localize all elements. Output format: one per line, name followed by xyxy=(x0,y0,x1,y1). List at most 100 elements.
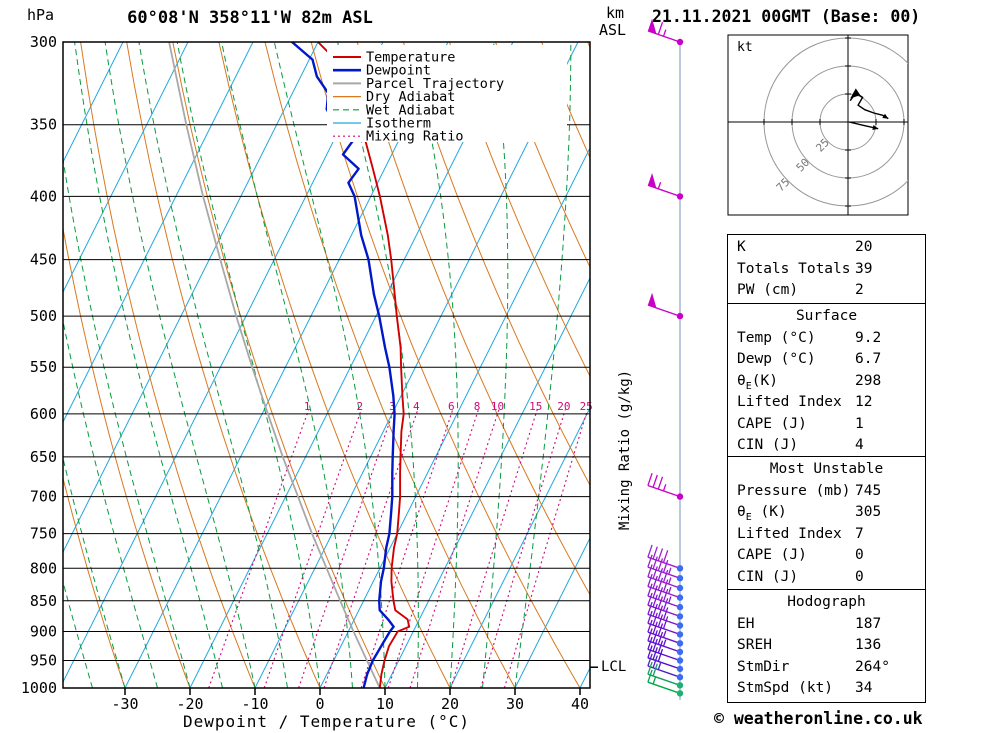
table-row-value: 745 xyxy=(855,482,882,499)
pressure-tick-label: 1000 xyxy=(21,679,57,697)
km-asl-label-asl: ASL xyxy=(599,21,627,39)
mixing-ratio-value-label: 15 xyxy=(529,400,542,413)
table-row-label: PW (cm) xyxy=(737,282,799,298)
wind-level-dot xyxy=(676,640,684,647)
table-row-value: 9.2 xyxy=(855,329,882,346)
station-title: 60°08'N 358°11'W 82m ASL xyxy=(127,8,373,28)
wind-barb xyxy=(647,661,681,686)
mixing-ratio-line xyxy=(409,409,500,688)
wind-level-dot xyxy=(676,657,684,664)
mixing-ratio-value-label: 4 xyxy=(413,400,420,413)
isotherm-line xyxy=(319,146,590,688)
mixing-ratio-value-label: 25 xyxy=(580,400,593,413)
table-row: CAPE (J) 1 xyxy=(728,414,925,436)
table-row-label: K xyxy=(737,239,746,255)
legend-item-label: Temperature xyxy=(366,50,455,66)
wind-barb xyxy=(647,601,681,627)
table-row: Lifted Index 12 xyxy=(728,392,925,414)
mixing-ratio-axis-label: Mixing Ratio (g/kg) xyxy=(617,369,633,531)
temp-tick-label: -10 xyxy=(241,695,268,713)
hodograph-storm-motion-arrow xyxy=(872,125,879,130)
table-row: EH 187 xyxy=(728,614,925,636)
wind-level-dot xyxy=(676,622,684,629)
mixing-ratio-value-label: 20 xyxy=(557,400,570,413)
isotherm-line xyxy=(63,42,384,684)
mixing-ratio-line xyxy=(323,409,419,688)
dry-adiabat-line xyxy=(63,476,126,688)
mixing-ratio-line xyxy=(263,409,362,688)
table-row-label: Lifted Index xyxy=(737,394,842,410)
pressure-tick-label: 900 xyxy=(30,623,57,641)
table-section-surface: Surface Temp (°C) 9.2 Dewp (°C) 6.7 θE(K) 298 L… xyxy=(727,303,926,458)
wind-barb xyxy=(647,628,681,653)
mixing-ratio-value-label: 3 xyxy=(389,400,396,413)
wind-barb xyxy=(647,564,681,589)
table-row-label: CIN (J) xyxy=(737,568,799,585)
pressure-tick-label: 750 xyxy=(30,525,57,543)
table-row-value: 264° xyxy=(855,658,890,675)
pressure-tick-label: 400 xyxy=(30,187,57,205)
wind-barb xyxy=(647,292,681,317)
wind-level-dot xyxy=(676,631,684,638)
temp-tick-label: -20 xyxy=(176,695,203,713)
mixing-ratio-value-label: 1 xyxy=(304,400,311,413)
isotherm-line xyxy=(63,42,189,294)
legend-item-label: Isotherm xyxy=(366,116,431,132)
mixing-ratio-value-label: 6 xyxy=(448,400,455,413)
table-section-header: Surface xyxy=(795,308,858,324)
wet-adiabat-line xyxy=(104,42,256,688)
pressure-tick-label: 800 xyxy=(30,559,57,577)
plot-border xyxy=(62,41,591,689)
wet-adiabat-line xyxy=(63,156,191,688)
pressure-tick-label: 550 xyxy=(30,358,57,376)
hodograph-unit-label: kt xyxy=(737,40,753,55)
hodograph-box xyxy=(727,34,909,216)
temp-tick-label: 10 xyxy=(376,695,394,713)
table-row-label: θE(K) xyxy=(737,372,778,392)
legend-item-label: Dewpoint xyxy=(366,63,431,79)
pressure-tick-label: 950 xyxy=(30,652,57,670)
mixing-ratio-line xyxy=(360,409,454,688)
wind-barb xyxy=(647,544,681,569)
mixing-ratio-line xyxy=(503,409,589,688)
wind-barb xyxy=(647,669,681,694)
table-row-label: CAPE (J) xyxy=(737,415,807,432)
table-row-value: 0 xyxy=(855,547,864,563)
datetime-label: 21.11.2021 00GMT (Base: 00) xyxy=(652,7,921,26)
wind-barb xyxy=(647,573,681,599)
table-section-header: Most Unstable xyxy=(769,461,884,477)
wind-barb xyxy=(647,592,681,618)
table-row-label: Temp (°C) xyxy=(737,329,816,346)
table-row-value: 305 xyxy=(855,504,882,520)
legend-item-label: Mixing Ratio xyxy=(366,129,464,145)
wind-barb xyxy=(647,18,681,43)
isotherm-line xyxy=(124,42,449,688)
pressure-tick-label: 350 xyxy=(30,116,57,134)
table-row: StmDir 264° xyxy=(728,657,925,679)
temp-tick-label: 40 xyxy=(571,695,589,713)
wind-barb xyxy=(647,173,681,198)
table-row: Lifted Index 7 xyxy=(728,524,925,546)
table-row-label: CAPE (J) xyxy=(737,547,807,563)
pressure-tick-label: 600 xyxy=(30,405,57,423)
wind-barb xyxy=(647,653,681,678)
table-row-value: 2 xyxy=(855,282,864,298)
table-row-value: 298 xyxy=(855,372,882,389)
mixing-ratio-line xyxy=(480,409,566,688)
dry-adiabat-line xyxy=(63,226,191,688)
temp-tick-label: 0 xyxy=(315,695,324,713)
wind-level-dot xyxy=(676,584,684,592)
wind-level-dot xyxy=(676,674,684,681)
wind-level-dot xyxy=(676,575,684,582)
pressure-tick-label: 650 xyxy=(30,448,57,466)
table-row-label: Dewp (°C) xyxy=(737,351,816,367)
table-row-value: 136 xyxy=(855,637,882,653)
wind-level-dot xyxy=(676,690,684,697)
wind-level-dot xyxy=(676,193,684,200)
table-row-value: 20 xyxy=(855,239,873,255)
table-row-value: 187 xyxy=(855,615,882,632)
mixing-ratio-value-label: 10 xyxy=(491,400,504,413)
table-row-label: Pressure (mb) xyxy=(737,482,851,499)
mixing-ratio-line xyxy=(387,409,480,688)
